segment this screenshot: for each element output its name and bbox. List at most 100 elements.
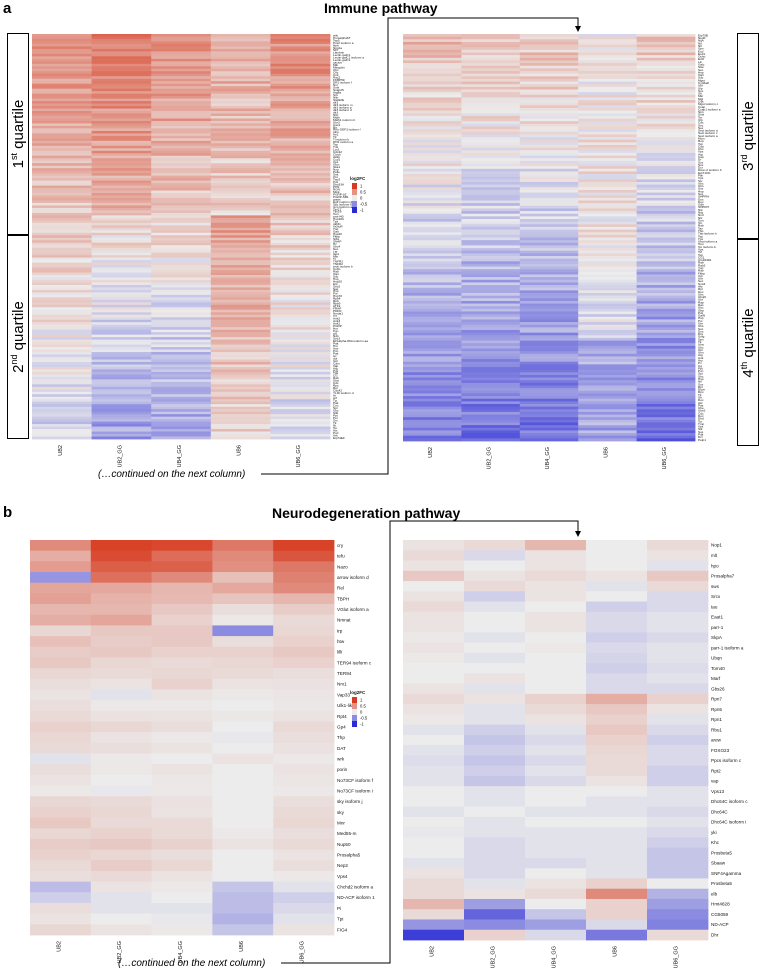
heatmap-cell (403, 385, 462, 389)
heatmap-cell (210, 399, 271, 403)
heatmap-cell (210, 364, 271, 368)
heatmap-cell (403, 76, 462, 80)
heatmap-cell (636, 258, 696, 262)
heatmap-cell (636, 303, 696, 307)
heatmap-cell (30, 582, 92, 594)
heatmap-cell (519, 47, 579, 51)
row-label: tau (711, 604, 718, 609)
heatmap-cell (151, 265, 212, 268)
row-label: Prosbeta5 (711, 850, 732, 855)
row-label: porin (337, 767, 348, 772)
heatmap-cell (519, 422, 579, 426)
row-label: Tk (698, 340, 702, 344)
heatmap-cell (91, 115, 152, 119)
heatmap-cell (210, 421, 271, 425)
heatmap-cell (519, 41, 579, 45)
heatmap-cell (270, 347, 331, 350)
heatmap-cell (270, 212, 331, 216)
heatmap-cell (461, 295, 521, 299)
heatmap-cell (519, 205, 579, 209)
heatmap-cell (210, 173, 271, 177)
heatmap-cell (91, 200, 152, 204)
column-label: UB6 (239, 941, 245, 952)
heatmap-cell (91, 108, 152, 112)
heatmap-cell (210, 63, 271, 67)
heatmap-cell (32, 93, 92, 97)
column-label: UB6_GG (662, 447, 668, 469)
heatmap-cell (461, 197, 521, 201)
heatmap-cell (578, 382, 637, 386)
heatmap-cell (636, 226, 696, 230)
row-label: Rho-GEF3 isoform f (333, 128, 361, 132)
row-label: Pcs2 isoform a (333, 41, 354, 45)
heatmap-cell (270, 150, 331, 154)
heatmap-cell (32, 404, 92, 408)
heatmap-cell (32, 48, 92, 52)
heatmap-cell (578, 348, 637, 352)
panel-b-continued-note: (…continued on the next column) (118, 958, 266, 969)
heatmap-cell (210, 262, 271, 266)
heatmap-cell (91, 58, 152, 62)
heatmap-cell (91, 202, 152, 206)
heatmap-cell (403, 279, 462, 283)
heatmap-cell (525, 663, 587, 674)
row-label: Cap (698, 155, 704, 159)
heatmap-cell (270, 222, 331, 226)
heatmap-cell (403, 226, 462, 230)
column-label: UB2 (428, 447, 434, 458)
heatmap-cell (403, 417, 462, 421)
heatmap-cell (525, 775, 587, 787)
heatmap-cell (403, 591, 465, 602)
heatmap-cell (91, 416, 152, 420)
heatmap-cell (586, 683, 648, 695)
row-label: Vps (333, 160, 339, 164)
heatmap-cell (151, 299, 212, 303)
heatmap-cell (636, 290, 696, 294)
heatmap-cell (403, 364, 462, 368)
heatmap-cell (461, 171, 521, 175)
heatmap-cell (636, 94, 696, 98)
heatmap-cell (461, 195, 521, 199)
heatmap-cell (32, 416, 92, 420)
heatmap-cell (403, 232, 462, 236)
heatmap-cell (90, 742, 152, 754)
heatmap-cell (636, 324, 696, 328)
heatmap-cell (636, 139, 696, 143)
heatmap-cell (210, 220, 271, 224)
row-label: Pdk (698, 432, 704, 436)
row-label: Rpt2 (711, 768, 721, 773)
heatmap-cell (210, 76, 271, 80)
heatmap-cell (636, 131, 696, 135)
heatmap-cell (578, 137, 637, 141)
heatmap-cell (461, 84, 521, 88)
heatmap-cell (210, 404, 271, 408)
heatmap-cell (91, 426, 152, 430)
heatmap-cell (210, 230, 271, 234)
heatmap-cell (586, 888, 648, 900)
heatmap-cell (32, 61, 92, 65)
heatmap-cell (519, 409, 579, 413)
heatmap-cell (90, 785, 152, 797)
heatmap-cell (91, 43, 152, 47)
heatmap-cell (151, 96, 212, 100)
heatmap-cell (636, 367, 696, 371)
heatmap-cell (461, 174, 521, 178)
heatmap-cell (210, 68, 271, 72)
heatmap-cell (578, 84, 637, 88)
heatmap-cell (32, 302, 92, 306)
heatmap-cell (403, 256, 462, 260)
heatmap-cell (578, 393, 637, 397)
heatmap-cell (519, 367, 579, 371)
heatmap-cell (212, 817, 274, 829)
heatmap-cell (586, 806, 648, 818)
heatmap-cell (519, 303, 579, 307)
heatmap-cell (210, 307, 271, 311)
row-label: Rop (698, 139, 704, 143)
heatmap-cell (461, 306, 521, 310)
heatmap-cell (403, 806, 465, 818)
heatmap-cell (578, 229, 637, 233)
heatmap-cell (636, 60, 696, 64)
heatmap-cell (636, 361, 696, 365)
row-label: lilli (337, 650, 342, 655)
row-label: Sec (698, 279, 704, 283)
